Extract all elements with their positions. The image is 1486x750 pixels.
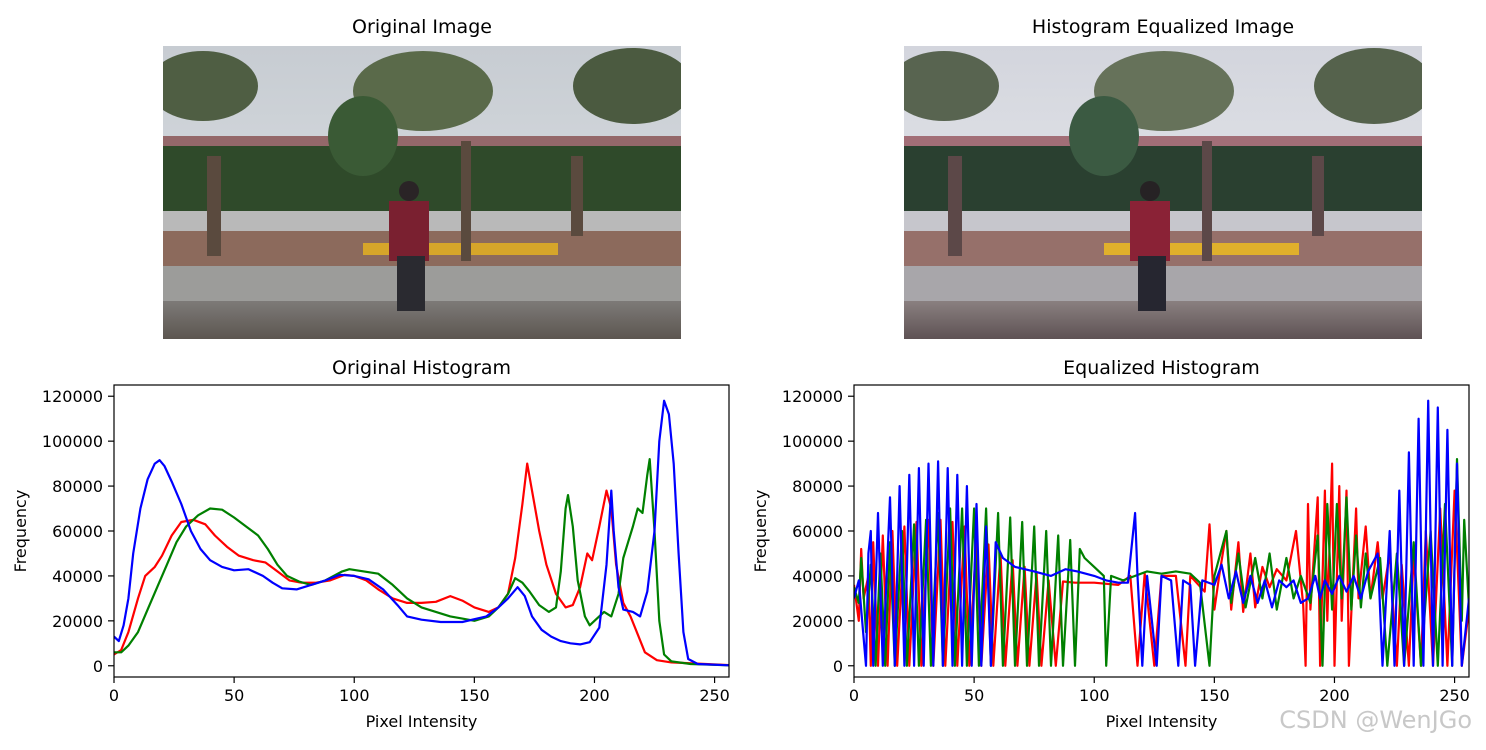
original-histogram-xtick-label: 0 bbox=[109, 686, 119, 705]
equalized-histogram-ytick-label: 40000 bbox=[792, 567, 843, 586]
original-photo bbox=[163, 46, 681, 339]
equalized-histogram-xtick-label: 250 bbox=[1439, 686, 1470, 705]
original-histogram-series-red bbox=[114, 462, 729, 667]
equalized-photo bbox=[904, 46, 1422, 339]
equalized-histogram-ytick-label: 80000 bbox=[792, 477, 843, 496]
equalized-histogram-ytick-label: 0 bbox=[833, 657, 843, 676]
park-scene-image bbox=[163, 46, 681, 339]
equalized-histogram-xlabel: Pixel Intensity bbox=[1106, 712, 1218, 731]
equalized-histogram-series-green bbox=[854, 458, 1469, 667]
original-histogram-ytick-label: 0 bbox=[93, 657, 103, 676]
original-histogram-ytick-label: 40000 bbox=[52, 567, 103, 586]
equalized-histogram-xtick-label: 200 bbox=[1319, 686, 1350, 705]
equalized-histogram-xtick-label: 150 bbox=[1199, 686, 1230, 705]
original-histogram-xlabel: Pixel Intensity bbox=[366, 712, 478, 731]
original-histogram-ytick-label: 80000 bbox=[52, 477, 103, 496]
equalized-histogram-xtick-label: 0 bbox=[849, 686, 859, 705]
watermark: CSDN @WenJGo bbox=[1279, 706, 1472, 734]
original-histogram-xtick-label: 250 bbox=[699, 686, 730, 705]
equalized-histogram-xtick-label: 50 bbox=[964, 686, 984, 705]
equalized-histogram-ytick-label: 100000 bbox=[782, 432, 843, 451]
equalized-image-title: Histogram Equalized Image bbox=[1031, 16, 1295, 38]
equalized-histogram-ylabel: Frequency bbox=[751, 490, 770, 573]
equalized-histogram-xtick-label: 100 bbox=[1079, 686, 1110, 705]
original-histogram-ytick-label: 60000 bbox=[52, 522, 103, 541]
original-histogram-ylabel: Frequency bbox=[11, 490, 30, 573]
equalized-histogram-series-red bbox=[854, 462, 1469, 667]
original-histogram-xtick-label: 50 bbox=[224, 686, 244, 705]
original-histogram-chart: Original Histogram 0 50 100 150 200 250 0 20000 4… bbox=[11, 357, 730, 731]
original-histogram-xtick-label: 150 bbox=[459, 686, 490, 705]
original-histogram-series-blue bbox=[114, 399, 729, 667]
equalized-histogram-title: Equalized Histogram bbox=[1063, 357, 1260, 379]
original-image-title: Original Image bbox=[352, 16, 492, 38]
equalized-histogram-ytick-label: 120000 bbox=[782, 387, 843, 406]
original-histogram-series-green bbox=[114, 458, 729, 667]
original-histogram-xtick-label: 200 bbox=[579, 686, 610, 705]
equalized-histogram-ytick-label: 60000 bbox=[792, 522, 843, 541]
original-histogram-ytick-label: 20000 bbox=[52, 612, 103, 631]
original-histogram-ytick-label: 100000 bbox=[42, 432, 103, 451]
original-histogram-xtick-label: 100 bbox=[339, 686, 370, 705]
original-histogram-title: Original Histogram bbox=[332, 357, 511, 379]
equalized-histogram-ytick-label: 20000 bbox=[792, 612, 843, 631]
equalized-histogram-series-blue bbox=[854, 399, 1469, 667]
park-scene-equalized-image bbox=[904, 46, 1422, 339]
original-histogram-ytick-label: 120000 bbox=[42, 387, 103, 406]
